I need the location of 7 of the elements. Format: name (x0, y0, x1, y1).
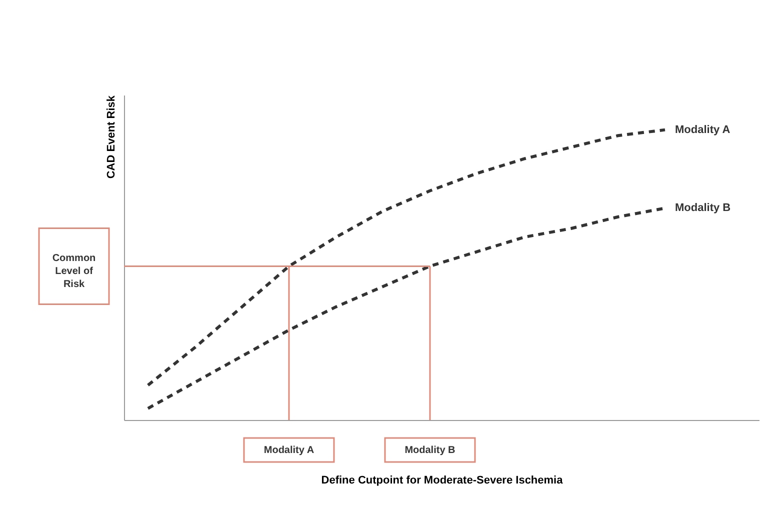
text: Modality B (404, 445, 456, 456)
x-axis-title: Define Cutpoint for Moderate-Severe Ischemia (321, 474, 564, 486)
y-axis-title: CAD Event Risk (106, 94, 118, 179)
text: Modality A (264, 445, 314, 456)
ref-line-label: Common Level of Risk (52, 253, 96, 290)
series-label: Modality A (674, 124, 730, 136)
series-label: Modality B (674, 202, 731, 214)
